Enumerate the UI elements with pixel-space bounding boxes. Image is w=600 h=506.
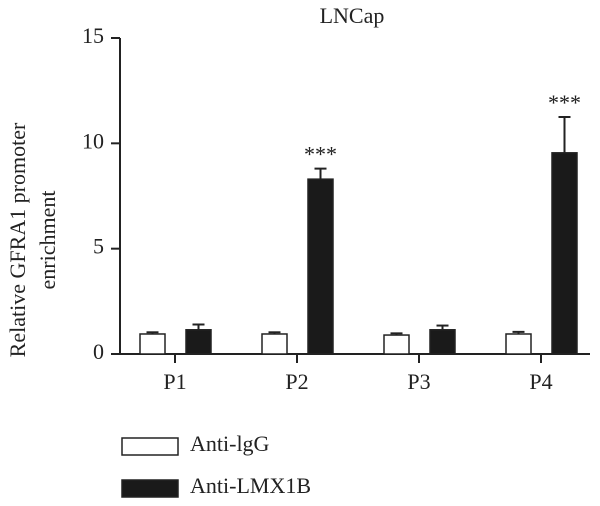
y-tick-label: 10 xyxy=(82,128,104,153)
error-bar xyxy=(390,332,403,336)
y-axis-label: enrichment xyxy=(35,191,60,290)
legend-label: Anti-lgG xyxy=(190,431,270,456)
error-bar xyxy=(192,323,205,330)
legend-swatch xyxy=(121,437,179,456)
y-axis-label: Relative GFRA1 promoter xyxy=(5,122,30,357)
x-tick-label: P4 xyxy=(529,369,552,394)
bar xyxy=(185,329,212,355)
x-tick-label: P1 xyxy=(163,369,186,394)
x-tick-label: P3 xyxy=(407,369,430,394)
significance-label: *** xyxy=(304,142,337,167)
bar xyxy=(551,152,578,355)
bar xyxy=(429,329,456,355)
chart-title: LNCap xyxy=(320,3,385,28)
y-tick-label: 0 xyxy=(93,339,104,364)
bar xyxy=(383,334,410,355)
bar xyxy=(261,333,288,355)
error-bar xyxy=(558,116,571,153)
error-bar xyxy=(268,331,281,334)
error-bar xyxy=(512,330,525,334)
legend-label: Anti-LMX1B xyxy=(190,473,311,498)
error-bar xyxy=(436,324,449,330)
error-bar xyxy=(146,331,159,334)
bar xyxy=(139,333,166,355)
y-tick-label: 15 xyxy=(82,23,104,48)
error-bar xyxy=(314,167,327,180)
legend-swatch xyxy=(121,479,179,498)
bar xyxy=(307,178,334,355)
y-tick-label: 5 xyxy=(93,234,104,259)
bar xyxy=(505,333,532,355)
x-tick-label: P2 xyxy=(285,369,308,394)
significance-label: *** xyxy=(548,90,581,115)
